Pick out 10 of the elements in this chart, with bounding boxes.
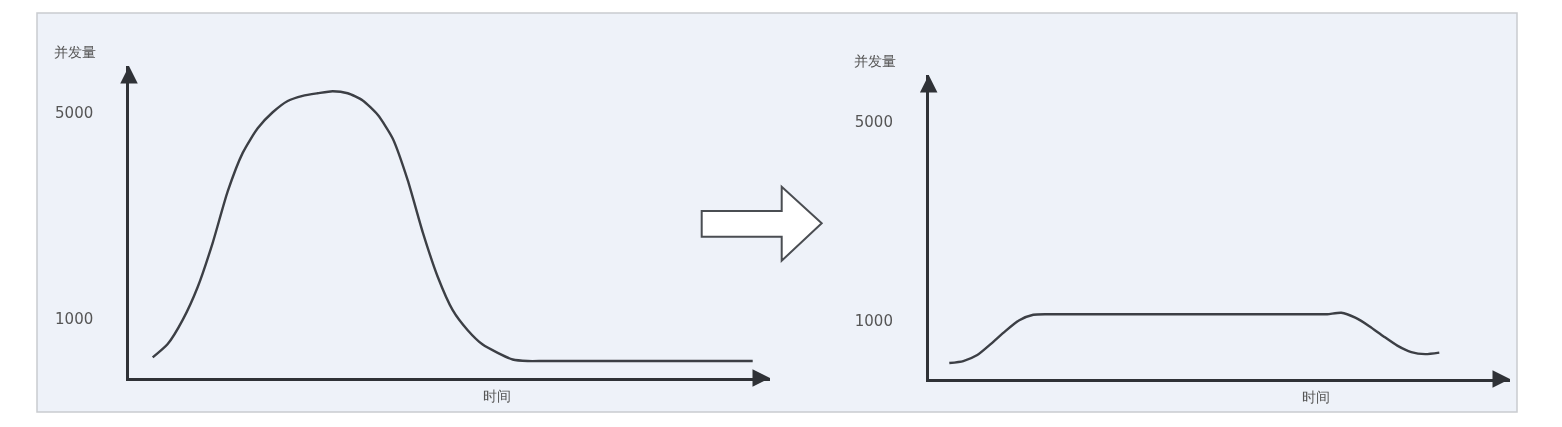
x-axis-title: 时间 xyxy=(1302,389,1330,405)
y-axis-title: 并发量 xyxy=(54,44,96,60)
line-series xyxy=(948,311,1441,365)
y-tick-label: 5000 xyxy=(854,113,893,132)
y-tick-label: 1000 xyxy=(55,309,94,328)
y-axis-title: 并发量 xyxy=(854,53,896,69)
line-series xyxy=(151,89,754,363)
x-axis-title: 时间 xyxy=(483,388,511,404)
y-tick-label: 5000 xyxy=(55,104,94,123)
y-tick-label: 1000 xyxy=(854,312,893,331)
